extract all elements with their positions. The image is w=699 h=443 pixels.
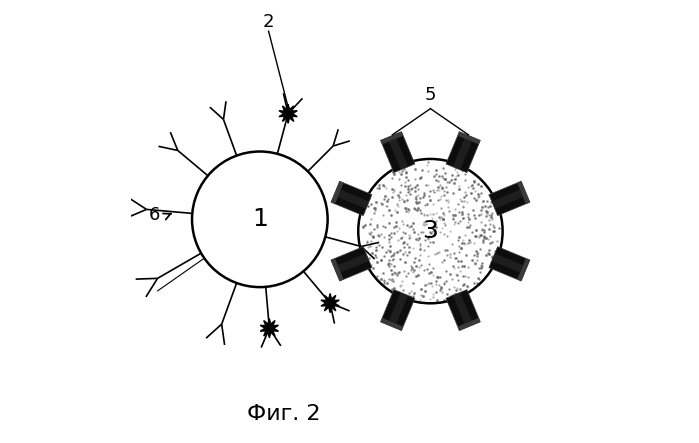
Polygon shape [453,292,472,324]
Polygon shape [331,181,372,216]
Polygon shape [517,181,530,204]
Polygon shape [338,253,369,272]
Polygon shape [389,139,408,170]
Polygon shape [389,292,408,324]
Polygon shape [489,247,530,281]
Polygon shape [380,132,415,173]
Text: 3: 3 [422,219,438,243]
Polygon shape [491,190,523,209]
Polygon shape [338,190,369,209]
Polygon shape [279,104,297,123]
Polygon shape [260,319,278,338]
Polygon shape [458,132,480,144]
Text: 2: 2 [263,13,274,31]
Text: Фиг. 2: Фиг. 2 [247,404,321,424]
Polygon shape [489,181,530,216]
Polygon shape [380,132,403,144]
Polygon shape [321,293,339,313]
Polygon shape [446,290,480,330]
Text: 5: 5 [425,86,436,104]
Polygon shape [491,253,523,272]
Polygon shape [380,318,403,330]
Polygon shape [380,290,415,330]
Text: 1: 1 [252,207,268,231]
Polygon shape [331,258,344,281]
Text: 6: 6 [149,206,161,224]
Polygon shape [331,247,372,281]
Polygon shape [453,139,472,170]
Polygon shape [446,132,480,173]
Polygon shape [458,318,480,330]
Polygon shape [331,181,344,204]
Polygon shape [517,258,530,281]
Circle shape [192,152,328,287]
